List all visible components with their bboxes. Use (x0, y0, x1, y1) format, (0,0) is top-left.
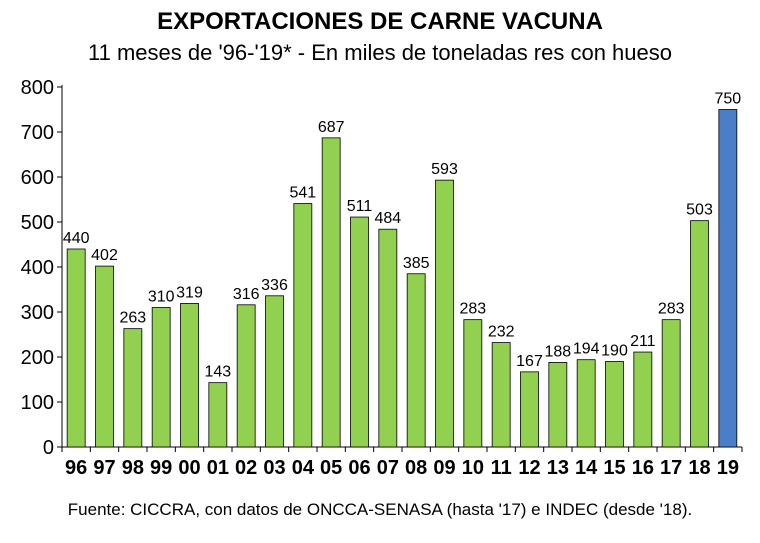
chart-title: EXPORTACIONES DE CARNE VACUNA (157, 8, 603, 35)
bar-10 (463, 319, 483, 448)
x-tick-label-18: 18 (688, 457, 710, 479)
bar-04 (293, 203, 313, 448)
x-tick-label-14: 14 (575, 457, 598, 479)
data-label-15: 190 (601, 343, 628, 360)
data-label-09: 593 (431, 161, 458, 178)
bar-05 (321, 137, 341, 448)
bar-17 (661, 319, 681, 448)
x-tick-label-11: 11 (491, 457, 512, 479)
data-label-05: 687 (318, 119, 345, 136)
bar-00 (180, 303, 199, 448)
x-tick-label-07: 07 (377, 457, 399, 479)
x-tick-label-05: 05 (320, 457, 342, 479)
y-tick-label: 300 (21, 302, 54, 324)
x-tick-label-03: 03 (263, 457, 285, 479)
chart-source: Fuente: CICCRA, con datos de ONCCA-SENAS… (67, 500, 693, 519)
bar-01 (208, 382, 228, 448)
y-tick-label: 500 (21, 212, 54, 234)
x-tick-label-12: 12 (518, 457, 540, 479)
x-tick-label-17: 17 (660, 457, 682, 479)
bar-08 (406, 273, 426, 448)
bar-02 (236, 304, 256, 448)
x-tick-label-15: 15 (603, 457, 625, 479)
x-tick-label-96: 96 (65, 457, 87, 479)
x-tick-label-16: 16 (632, 457, 654, 479)
bar-15 (605, 361, 624, 448)
data-label-10: 283 (459, 301, 486, 318)
bar-99 (151, 307, 171, 448)
data-label-06: 511 (347, 198, 373, 215)
x-tick-label-10: 10 (462, 457, 484, 479)
bar-14 (576, 359, 596, 448)
y-tick-label: 400 (21, 257, 54, 279)
data-label-99: 310 (148, 289, 175, 306)
y-tick-label: 800 (21, 77, 54, 99)
x-tick-label-09: 09 (433, 457, 455, 479)
data-label-00: 319 (176, 284, 203, 301)
data-label-97: 402 (91, 247, 118, 264)
bar-18 (690, 220, 709, 448)
y-tick-label: 700 (21, 122, 54, 144)
bar-97 (95, 265, 114, 448)
data-label-98: 263 (119, 310, 146, 327)
y-tick-label: 0 (43, 437, 54, 459)
x-tick-label-08: 08 (405, 457, 427, 479)
bar-07 (378, 228, 398, 448)
x-tick-label-01: 01 (207, 457, 229, 479)
bar-19 (718, 109, 738, 448)
data-label-07: 484 (374, 210, 401, 227)
x-tick-label-97: 97 (93, 457, 115, 479)
x-tick-label-13: 13 (547, 457, 569, 479)
x-tick-label-02: 02 (235, 457, 257, 479)
x-tick-label-99: 99 (150, 457, 172, 479)
bar-06 (350, 216, 369, 448)
bar-96 (66, 248, 86, 448)
data-label-03: 336 (261, 277, 288, 294)
data-label-19: 750 (714, 91, 741, 108)
data-label-13: 188 (544, 343, 571, 360)
x-tick-label-06: 06 (348, 457, 370, 479)
data-label-17: 283 (658, 301, 685, 318)
data-label-08: 385 (403, 255, 430, 272)
data-label-14: 194 (573, 341, 600, 358)
data-label-18: 503 (686, 202, 713, 219)
data-label-16: 211 (630, 333, 656, 350)
bar-16 (633, 351, 653, 448)
bar-12 (520, 371, 539, 448)
data-label-04: 541 (289, 185, 316, 202)
bar-03 (265, 295, 284, 448)
data-label-01: 143 (204, 364, 231, 381)
x-tick-label-98: 98 (122, 457, 144, 479)
chart-axes: 0 100 200 300 400 500 600 700 800 96 97 98 99 00 01 02 0… (21, 77, 743, 479)
y-tick-label: 600 (21, 167, 54, 189)
x-tick-label-04: 04 (292, 457, 315, 479)
data-label-02: 316 (233, 286, 260, 303)
chart-subtitle: 11 meses de '96-'19* - En miles de tonel… (88, 40, 672, 65)
bar-11 (491, 342, 511, 448)
bar-13 (548, 361, 568, 448)
y-tick-label: 100 (21, 392, 54, 414)
x-tick-label-19: 19 (717, 457, 739, 479)
data-label-11: 232 (488, 324, 515, 341)
x-tick-label-00: 00 (178, 457, 200, 479)
bar-98 (123, 328, 143, 448)
data-label-96: 440 (63, 230, 90, 247)
bar-09 (435, 179, 454, 448)
data-label-12: 167 (516, 353, 543, 370)
y-tick-label: 200 (21, 347, 54, 369)
